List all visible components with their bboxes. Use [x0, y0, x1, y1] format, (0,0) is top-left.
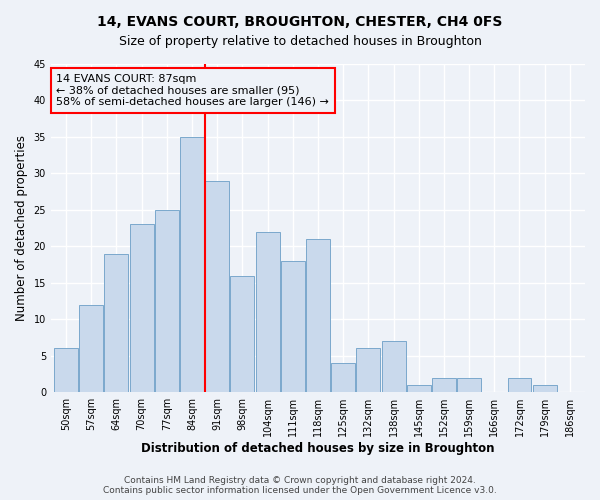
Bar [508, 378, 532, 392]
Bar [54, 348, 78, 392]
Bar [306, 239, 330, 392]
Bar [256, 232, 280, 392]
Bar [180, 137, 204, 392]
Text: 14 EVANS COURT: 87sqm
← 38% of detached houses are smaller (95)
58% of semi-deta: 14 EVANS COURT: 87sqm ← 38% of detached … [56, 74, 329, 107]
Bar [356, 348, 380, 392]
Text: Size of property relative to detached houses in Broughton: Size of property relative to detached ho… [119, 35, 481, 48]
Bar [432, 378, 456, 392]
Bar [331, 363, 355, 392]
Bar [79, 304, 103, 392]
Bar [382, 341, 406, 392]
Bar [104, 254, 128, 392]
Y-axis label: Number of detached properties: Number of detached properties [15, 135, 28, 321]
Bar [155, 210, 179, 392]
Bar [281, 261, 305, 392]
Bar [457, 378, 481, 392]
Bar [205, 180, 229, 392]
X-axis label: Distribution of detached houses by size in Broughton: Distribution of detached houses by size … [141, 442, 495, 455]
Text: Contains HM Land Registry data © Crown copyright and database right 2024.
Contai: Contains HM Land Registry data © Crown c… [103, 476, 497, 495]
Text: 14, EVANS COURT, BROUGHTON, CHESTER, CH4 0FS: 14, EVANS COURT, BROUGHTON, CHESTER, CH4… [97, 15, 503, 29]
Bar [230, 276, 254, 392]
Bar [130, 224, 154, 392]
Bar [407, 385, 431, 392]
Bar [533, 385, 557, 392]
